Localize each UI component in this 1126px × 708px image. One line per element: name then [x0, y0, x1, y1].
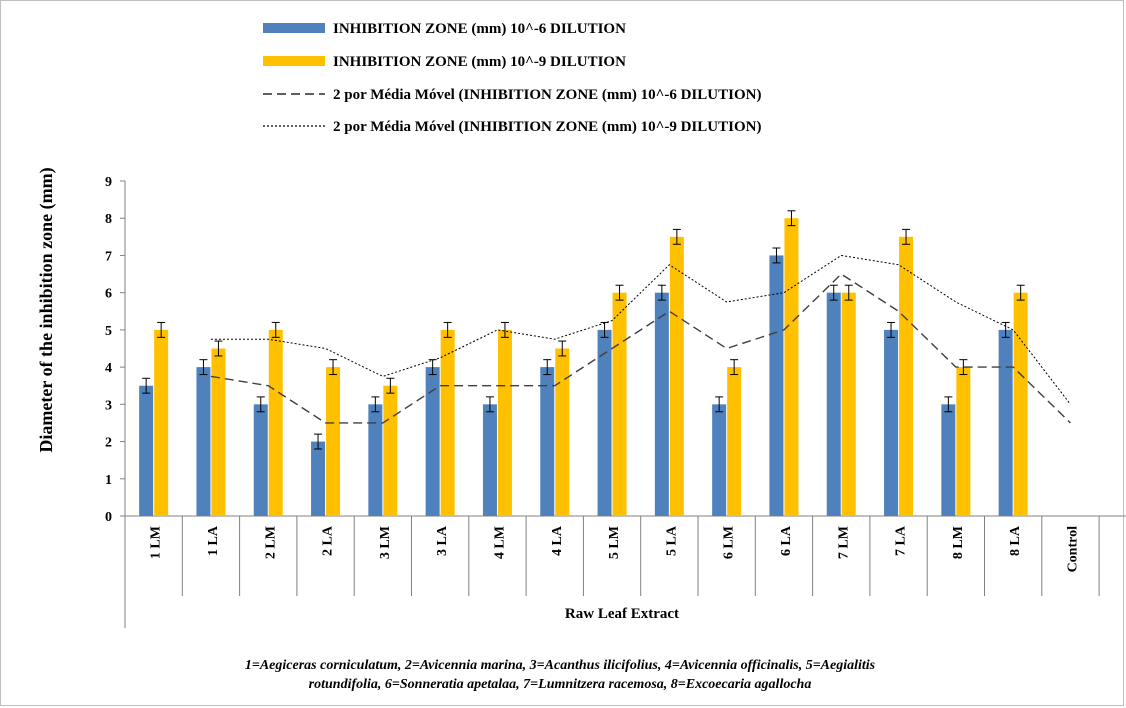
y-tick-label: 9 [105, 175, 112, 190]
x-tick-label: 1 LM [149, 526, 164, 559]
x-tick-label: 6 LM [722, 526, 737, 559]
bar [425, 367, 440, 516]
bar [899, 236, 914, 517]
bar [956, 367, 971, 516]
bar [253, 404, 268, 516]
bar [139, 385, 154, 516]
bar [1013, 292, 1028, 516]
x-tick-label: 6 LA [779, 525, 794, 556]
x-tick-label: 7 LA [894, 525, 909, 556]
x-tick-label: 2 LA [321, 525, 336, 556]
bar [841, 292, 856, 516]
bar [326, 367, 341, 516]
bar [826, 292, 841, 516]
bar [211, 348, 226, 516]
x-tick-label: 4 LA [550, 525, 565, 556]
x-tick-label: 5 LA [664, 525, 679, 556]
x-tick-label: 7 LM [836, 526, 851, 559]
species-footnote: 1=Aegiceras corniculatum, 2=Avicennia ma… [150, 656, 970, 694]
tick-labels: 0 1 2 3 4 5 6 7 8 9 1 LM 1 LA 2 LM 2 LA 3 LM 3 LA 4 LM 4 … [105, 175, 1080, 572]
y-tick-label: 5 [105, 324, 112, 339]
bar [368, 404, 383, 516]
bar [440, 329, 455, 516]
legend-swatch [263, 23, 325, 33]
y-tick-label: 0 [105, 510, 112, 525]
y-tick-label: 4 [105, 361, 112, 376]
error-bars [142, 210, 1025, 450]
bar [784, 218, 799, 516]
bar [654, 292, 669, 516]
bar [712, 404, 727, 516]
y-tick-label: 1 [105, 473, 112, 488]
legend-swatch [263, 56, 325, 66]
y-tick-label: 3 [105, 398, 112, 413]
bar [998, 329, 1013, 516]
y-tick-label: 7 [105, 249, 112, 264]
bar [555, 348, 570, 516]
x-tick-label: 4 LM [492, 526, 507, 559]
x-tick-label: 5 LM [607, 526, 622, 559]
x-tick-label: 8 LA [1008, 525, 1023, 556]
bar [884, 329, 899, 516]
x-tick-label: 2 LM [263, 526, 278, 559]
bar [769, 255, 784, 516]
bar [612, 292, 627, 516]
legend-label: 2 por Média Móvel (INHIBITION ZONE (mm) … [333, 87, 761, 103]
y-tick-label: 2 [105, 436, 112, 451]
bar [154, 329, 169, 516]
moving-average-lines [210, 254, 1071, 424]
bar [597, 329, 612, 516]
moving-average-line [210, 254, 1071, 405]
footnote-line-2: rotundifolia, 6=Sonneratia apetalaa, 7=L… [308, 677, 812, 692]
legend-label: 2 por Média Móvel (INHIBITION ZONE (mm) … [333, 119, 761, 135]
bar [669, 236, 684, 517]
y-axis-title: Diameter of the inhibition zone (mm) [36, 167, 57, 452]
legend-label: INHIBITION ZONE (mm) 10^-6 DILUTION [333, 21, 626, 37]
bar [727, 367, 742, 516]
y-tick-label: 8 [105, 212, 112, 227]
moving-average-line [210, 273, 1071, 424]
legend-label: INHIBITION ZONE (mm) 10^-9 DILUTION [333, 54, 626, 70]
x-tick-label: 1 LA [206, 525, 221, 556]
bar [941, 404, 956, 516]
x-tick-label: 3 LA [435, 525, 450, 556]
bar [268, 329, 283, 516]
bar [196, 367, 211, 516]
x-tick-label: 8 LM [951, 526, 966, 559]
legend: INHIBITION ZONE (mm) 10^-6 DILUTION INHIB… [263, 21, 761, 135]
bar [482, 404, 497, 516]
x-axis-title: Raw Leaf Extract [565, 606, 679, 622]
bars [139, 218, 1028, 517]
bar [540, 367, 555, 516]
x-tick-label: 3 LM [378, 526, 393, 559]
bar [383, 385, 398, 516]
x-tick-label: Control [1065, 526, 1080, 573]
bar [497, 329, 512, 516]
footnote-line-1: 1=Aegiceras corniculatum, 2=Avicennia ma… [244, 658, 876, 673]
y-tick-label: 6 [105, 287, 112, 302]
bar [311, 441, 326, 516]
